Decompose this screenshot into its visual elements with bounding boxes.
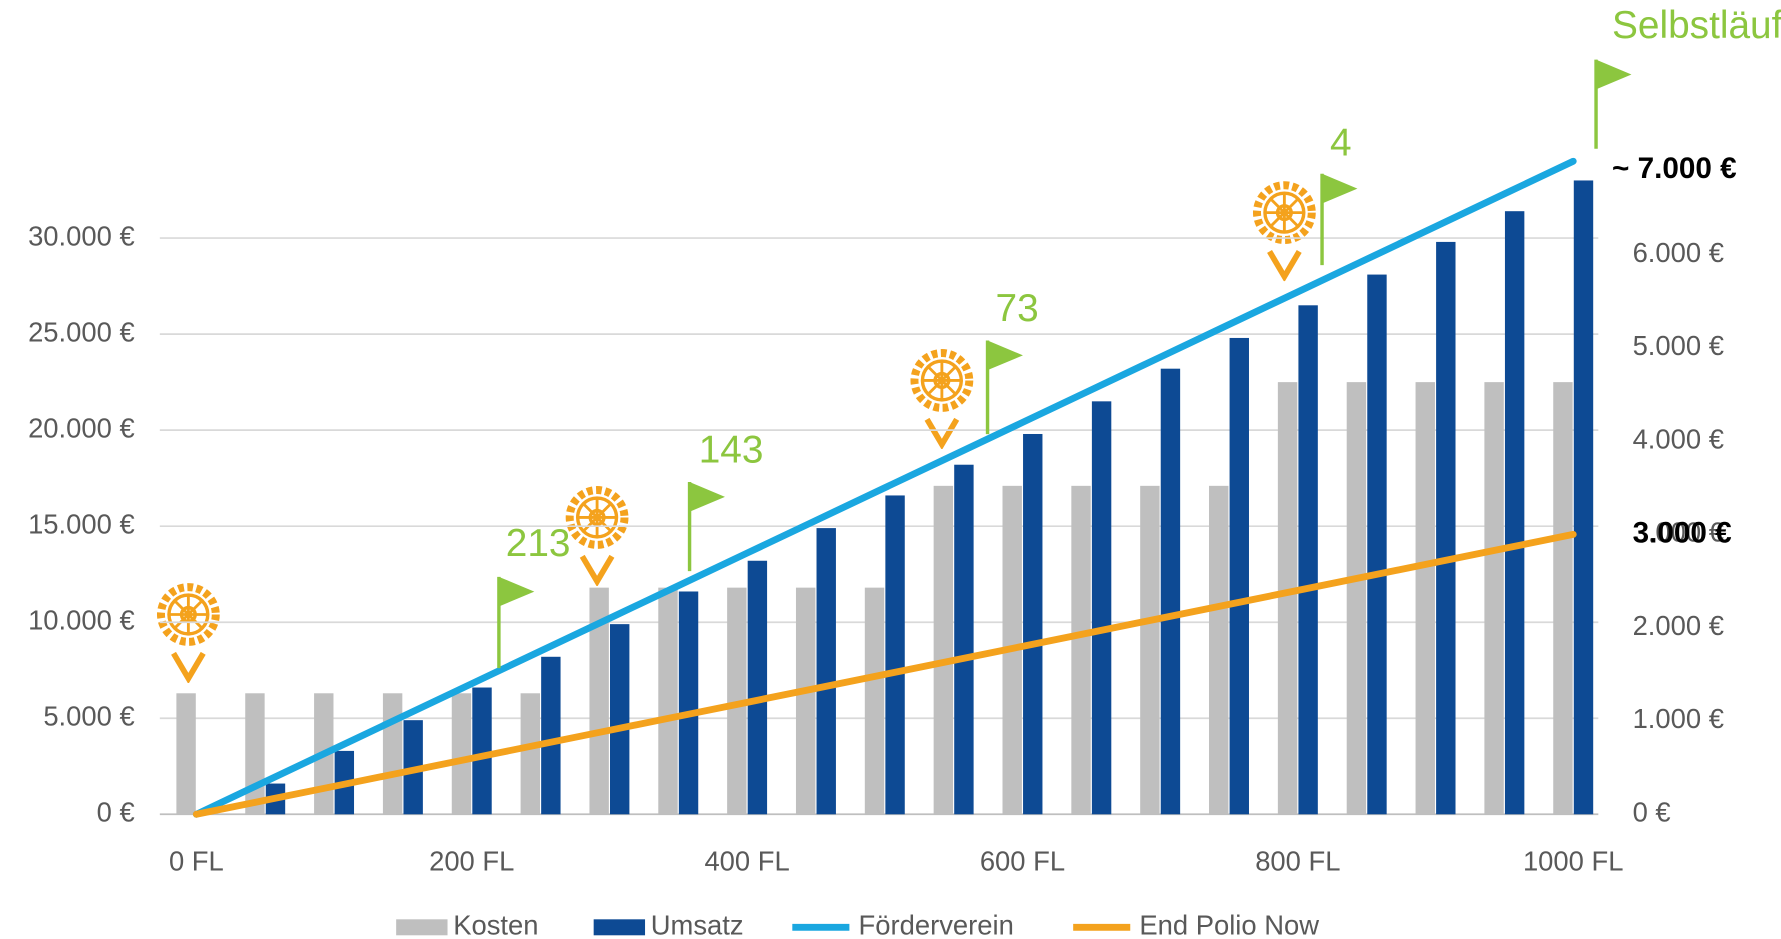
y2-tick-label: 0 € [1633,797,1671,828]
bar [933,485,954,815]
x-tick-label: 1000 FL [1523,846,1624,877]
bar [245,693,265,815]
line [192,157,1577,818]
bar [864,587,885,815]
y2-tick-label: 2.000 € [1633,610,1724,641]
legend-label: Kosten [453,910,538,939]
legend-swatch [396,919,448,936]
bar [1573,180,1594,815]
bar [658,587,678,815]
flag-label: 143 [699,429,764,472]
bar [885,495,905,815]
bar [520,693,541,815]
flag [689,482,725,512]
bar [954,464,974,815]
bar [1415,382,1435,815]
bar [1209,485,1229,815]
bar [1071,485,1091,815]
legend-swatch [593,919,646,936]
x-tick-label: 800 FL [1255,846,1340,877]
bar [1160,368,1181,815]
bar [1229,337,1249,815]
bar [451,693,472,815]
bar [176,693,196,815]
y-tick-label: 5.000 € [43,700,134,731]
bar [1436,241,1456,815]
bar [795,587,816,815]
y-tick-label: 25.000 € [28,316,135,347]
flag-label: 73 [996,287,1039,330]
bar [541,656,561,815]
bar [678,591,699,815]
bar [1091,401,1112,815]
bar [1023,433,1043,815]
y-tick-label: 20.000 € [28,412,135,443]
x-tick-label: 600 FL [980,846,1065,877]
bar [816,528,836,815]
y2-tick-label: 1.000 € [1633,703,1724,734]
y-tick-label: 0 € [97,797,135,828]
bar [1367,274,1387,815]
line [192,530,1577,818]
flag [987,340,1023,371]
bar [1504,211,1525,815]
y-tick-label: 15.000 € [28,508,135,539]
flag-label: 4 [1330,122,1352,165]
flag [498,576,535,607]
legend-label: End Polio Now [1139,910,1319,939]
x-tick-label: 400 FL [704,846,789,877]
bar [1484,382,1504,815]
line-end-label: 3.000 € [1633,516,1732,549]
bar [747,560,768,815]
flag [1322,173,1358,204]
bar [1277,382,1298,815]
bar [1553,382,1573,815]
legend-label: Umsatz [651,910,744,939]
y-tick-label: 30.000 € [28,220,135,251]
y2-tick-label: 5.000 € [1633,330,1724,361]
legend-label: Förderverein [859,910,1014,939]
y-tick-label: 10.000 € [28,604,135,635]
bar [1298,305,1318,815]
y2-tick-label: 6.000 € [1633,237,1724,268]
flag-label: Selbstläufer [1612,4,1781,47]
flag-label: 213 [506,522,571,565]
bar [472,687,492,815]
line-end-label: ~ 7.000 € [1612,152,1737,185]
bar [1346,382,1367,815]
flag [1596,59,1632,90]
bar [609,624,630,815]
bar [589,587,609,815]
y2-tick-label: 3.000 € [1633,517,1724,548]
x-tick-label: 200 FL [429,846,514,877]
y2-tick-label: 4.000 € [1633,423,1724,454]
bar [1140,485,1160,815]
x-tick-label: 0 FL [169,846,224,877]
bar [382,693,403,815]
